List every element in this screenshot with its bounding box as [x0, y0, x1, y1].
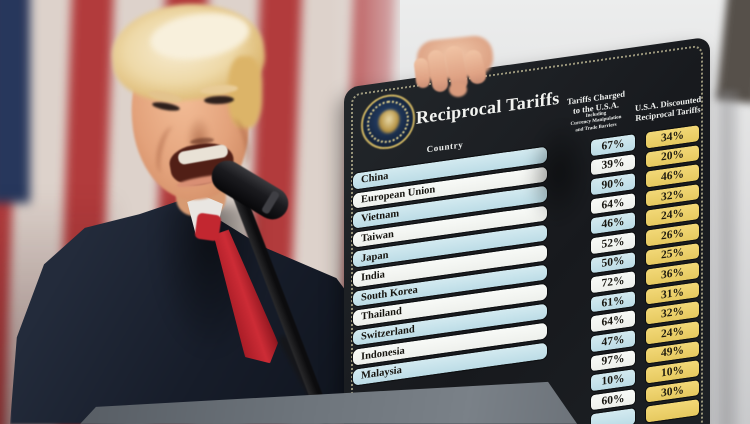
hand-shadow-on-board: [524, 107, 594, 238]
tie-knot: [194, 212, 222, 242]
flag-union-blue: [0, 0, 30, 203]
fingertip: [449, 82, 467, 97]
right-edge-shading: [712, 90, 740, 424]
hair-side: [228, 56, 262, 128]
tariff-board: Reciprocal Tariffs Tariffs Charged to th…: [344, 36, 710, 424]
microphone-ring: [260, 190, 281, 215]
